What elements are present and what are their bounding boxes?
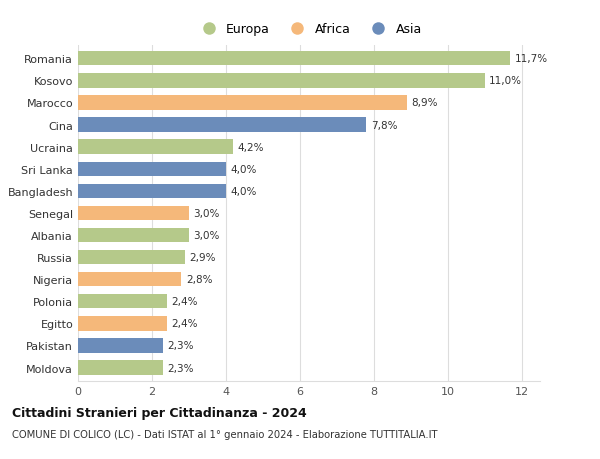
Bar [78,118,366,133]
Bar [78,317,167,331]
Text: 3,0%: 3,0% [193,208,220,218]
Text: 2,4%: 2,4% [171,319,197,329]
Bar [78,96,407,110]
Text: 2,8%: 2,8% [186,274,212,285]
Bar [78,250,185,265]
Text: 11,7%: 11,7% [515,54,548,64]
Bar [78,162,226,177]
Bar [78,361,163,375]
Text: 3,0%: 3,0% [193,230,220,241]
Text: 11,0%: 11,0% [489,76,522,86]
Bar [78,339,163,353]
Text: 7,8%: 7,8% [371,120,397,130]
Text: 4,2%: 4,2% [238,142,264,152]
Text: Cittadini Stranieri per Cittadinanza - 2024: Cittadini Stranieri per Cittadinanza - 2… [12,406,307,419]
Bar [78,272,181,287]
Text: 2,9%: 2,9% [190,252,216,263]
Text: 2,3%: 2,3% [167,363,194,373]
Text: 2,4%: 2,4% [171,297,197,307]
Text: 4,0%: 4,0% [230,186,257,196]
Text: COMUNE DI COLICO (LC) - Dati ISTAT al 1° gennaio 2024 - Elaborazione TUTTITALIA.: COMUNE DI COLICO (LC) - Dati ISTAT al 1°… [12,429,437,439]
Text: 2,3%: 2,3% [167,341,194,351]
Legend: Europa, Africa, Asia: Europa, Africa, Asia [196,23,422,36]
Bar [78,52,511,66]
Bar [78,228,189,243]
Text: 8,9%: 8,9% [412,98,438,108]
Bar [78,206,189,221]
Bar [78,294,167,309]
Text: 4,0%: 4,0% [230,164,257,174]
Bar [78,140,233,155]
Bar [78,74,485,88]
Bar [78,184,226,199]
